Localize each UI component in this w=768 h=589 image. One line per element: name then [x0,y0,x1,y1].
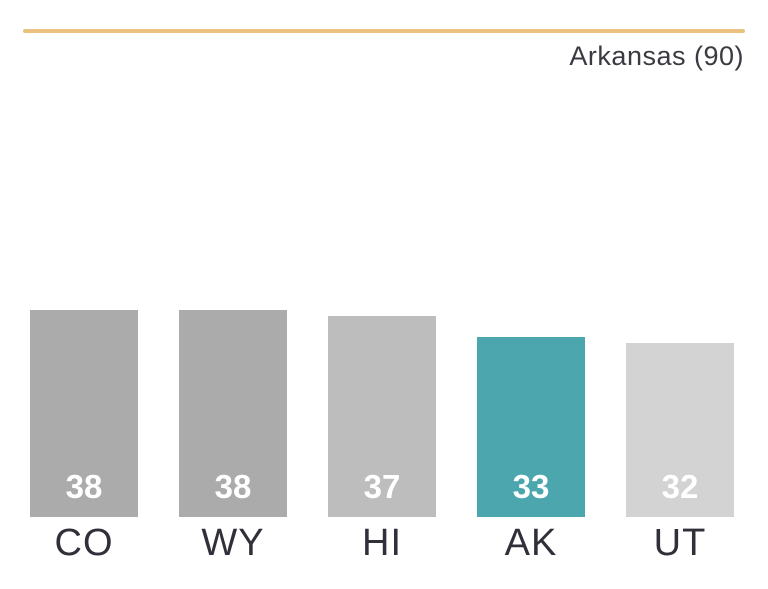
bar-HI: 37 [328,316,436,517]
bar-AK: 33 [477,337,585,517]
bar-value-label-AK: 33 [512,468,550,505]
bar-value-label-WY: 38 [214,468,252,505]
bar-WY: 38 [179,310,287,517]
bar-value-label-HI: 37 [363,468,401,505]
category-label-AK: AK [504,522,558,564]
category-label-HI: HI [362,522,402,564]
reference-line-label: Arkansas (90) [569,41,744,71]
bar-UT: 32 [626,343,734,517]
bar-value-label-CO: 38 [65,468,103,505]
category-label-CO: CO [54,522,114,564]
bar-value-label-UT: 32 [661,468,699,505]
bar-CO: 38 [30,310,138,517]
category-label-WY: WY [201,522,265,564]
reference-line [23,29,745,33]
category-label-UT: UT [653,522,707,564]
